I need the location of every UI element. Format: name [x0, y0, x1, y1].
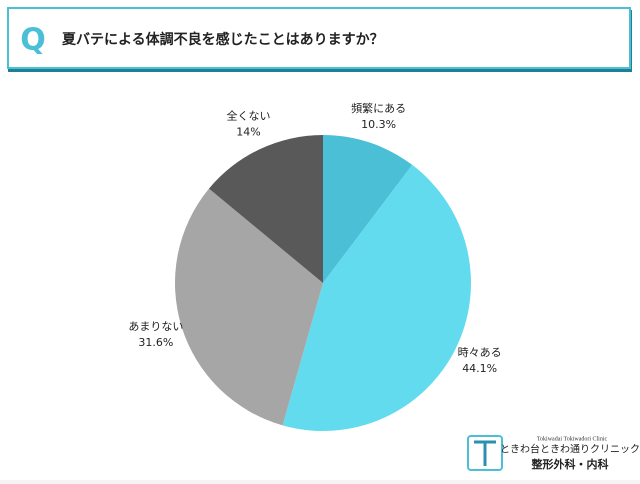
slice-label: 時々ある	[458, 346, 502, 359]
header-box	[7, 7, 631, 69]
pie-slice	[175, 188, 323, 426]
logo-departments: 整形外科・内科	[531, 457, 609, 471]
logo-name: ときわ台ときわ通りクリニック	[500, 443, 640, 456]
pie-chart: 頻繁にある 10.3% 時々ある 44.1% あまりない 31.6% 全くない 14%	[128, 101, 502, 431]
slice-label: あまりない	[128, 320, 183, 333]
logo-icon	[467, 435, 503, 471]
pie-slice	[282, 164, 471, 431]
header-title: 夏バテによる体調不良を感じたことはありますか？	[62, 31, 384, 48]
slice-label: 全くない	[226, 109, 270, 123]
logo: Tokiwadai Tokiwadori Clinic ときわ台ときわ通りクリニ…	[467, 435, 640, 471]
pie-slice	[208, 135, 323, 283]
slice-value: 14%	[236, 126, 260, 139]
slice-value: 31.6%	[138, 336, 173, 349]
logo-mark	[474, 440, 496, 466]
pie-slice	[323, 135, 413, 283]
header-badge: Q	[20, 23, 46, 58]
slice-value: 44.1%	[462, 362, 497, 375]
logo-english: Tokiwadai Tokiwadori Clinic	[537, 436, 608, 442]
slice-label: 頻繁にある	[351, 101, 406, 115]
slice-value: 10.3%	[361, 118, 396, 131]
